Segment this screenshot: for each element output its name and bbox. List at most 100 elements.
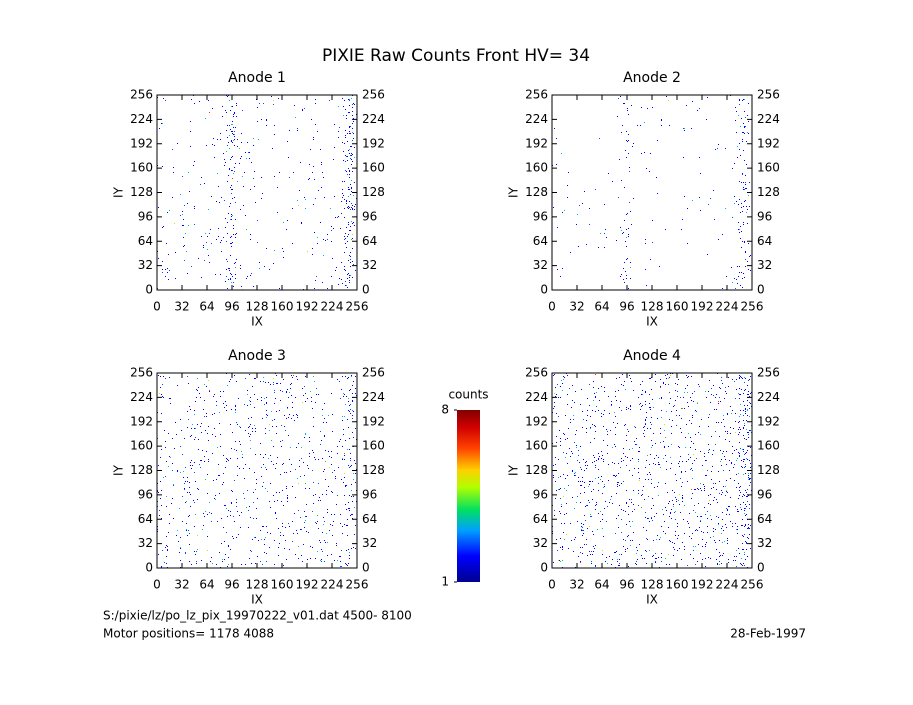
y-tick-label: 32 bbox=[533, 258, 548, 272]
count-texture bbox=[564, 210, 622, 234]
x-tick-label: 224 bbox=[716, 578, 739, 592]
count-texture bbox=[157, 373, 357, 568]
y2-tick-label: 256 bbox=[362, 88, 385, 102]
y2-tick-label: 32 bbox=[362, 536, 377, 550]
y2-tick-label: 0 bbox=[757, 283, 765, 297]
x-tick-label: 0 bbox=[153, 300, 161, 314]
y-axis-label: IY bbox=[112, 464, 126, 476]
y-tick-label: 96 bbox=[533, 487, 548, 501]
y-tick-label: 256 bbox=[525, 88, 548, 102]
y-tick-label: 32 bbox=[138, 536, 153, 550]
x-axis-label: IX bbox=[646, 315, 658, 329]
y2-tick-label: 192 bbox=[362, 414, 385, 428]
y-tick-label: 96 bbox=[533, 209, 548, 223]
x-tick-label: 256 bbox=[346, 578, 369, 592]
y-tick-label: 256 bbox=[130, 88, 153, 102]
x-tick-label: 160 bbox=[666, 300, 689, 314]
y2-tick-label: 224 bbox=[757, 390, 780, 404]
colorbar-label: counts bbox=[448, 388, 488, 402]
count-texture bbox=[561, 99, 749, 283]
y-tick-label: 224 bbox=[130, 390, 153, 404]
count-texture bbox=[159, 378, 345, 551]
x-tick-label: 32 bbox=[174, 300, 189, 314]
x-tick-label: 64 bbox=[199, 578, 214, 592]
x-tick-label: 96 bbox=[619, 578, 634, 592]
x-tick-label: 32 bbox=[569, 300, 584, 314]
x-tick-label: 128 bbox=[246, 300, 269, 314]
y-tick-label: 224 bbox=[525, 390, 548, 404]
plot-frame bbox=[156, 372, 358, 569]
y2-tick-label: 192 bbox=[757, 136, 780, 150]
y2-tick-label: 64 bbox=[757, 512, 772, 526]
y2-tick-label: 0 bbox=[362, 283, 370, 297]
y2-tick-label: 128 bbox=[362, 185, 385, 199]
y2-tick-label: 256 bbox=[757, 366, 780, 380]
y-tick-label: 64 bbox=[533, 234, 548, 248]
x-tick-label: 192 bbox=[296, 300, 319, 314]
count-texture bbox=[163, 376, 355, 565]
y2-tick-label: 32 bbox=[757, 536, 772, 550]
count-texture bbox=[579, 98, 746, 289]
y-tick-label: 0 bbox=[540, 283, 548, 297]
y2-tick-label: 160 bbox=[362, 161, 385, 175]
y-tick-label: 96 bbox=[138, 487, 153, 501]
y-tick-label: 192 bbox=[130, 136, 153, 150]
x-tick-label: 96 bbox=[224, 578, 239, 592]
y2-tick-label: 160 bbox=[362, 439, 385, 453]
panel-title: Anode 1 bbox=[228, 70, 286, 86]
y-tick-label: 0 bbox=[145, 283, 153, 297]
y-axis-label: IY bbox=[507, 464, 521, 476]
y-tick-label: 192 bbox=[130, 414, 153, 428]
y-tick-label: 64 bbox=[138, 234, 153, 248]
y2-tick-label: 160 bbox=[757, 439, 780, 453]
x-tick-label: 192 bbox=[691, 300, 714, 314]
y-axis-label: IY bbox=[112, 186, 126, 198]
count-texture bbox=[180, 98, 355, 283]
count-texture bbox=[209, 375, 345, 454]
x-tick-label: 256 bbox=[346, 300, 369, 314]
count-texture bbox=[554, 375, 746, 561]
y-tick-label: 224 bbox=[130, 112, 153, 126]
y2-tick-label: 64 bbox=[362, 234, 377, 248]
x-tick-label: 256 bbox=[741, 300, 764, 314]
y2-tick-label: 0 bbox=[362, 561, 370, 575]
y-tick-label: 128 bbox=[525, 185, 548, 199]
x-tick-label: 96 bbox=[619, 300, 634, 314]
x-tick-label: 64 bbox=[199, 300, 214, 314]
count-texture bbox=[580, 374, 719, 563]
x-axis-label: IX bbox=[646, 593, 658, 607]
y2-tick-label: 128 bbox=[362, 463, 385, 477]
y-tick-label: 64 bbox=[138, 512, 153, 526]
x-tick-label: 224 bbox=[321, 300, 344, 314]
y-tick-label: 160 bbox=[130, 439, 153, 453]
count-texture bbox=[157, 95, 357, 290]
y2-tick-label: 96 bbox=[757, 209, 772, 223]
plot-frame bbox=[551, 94, 753, 291]
x-tick-label: 160 bbox=[271, 578, 294, 592]
y2-tick-label: 256 bbox=[757, 88, 780, 102]
y2-tick-label: 128 bbox=[757, 185, 780, 199]
x-tick-label: 128 bbox=[641, 300, 664, 314]
colorbar-tick-label: 8 bbox=[441, 403, 449, 417]
y-axis-label: IY bbox=[507, 186, 521, 198]
y-tick-label: 256 bbox=[525, 366, 548, 380]
x-tick-label: 0 bbox=[153, 578, 161, 592]
colorbar-tick-label: 1 bbox=[441, 575, 449, 589]
x-tick-label: 224 bbox=[716, 300, 739, 314]
x-tick-label: 32 bbox=[569, 578, 584, 592]
x-tick-label: 192 bbox=[296, 578, 319, 592]
x-tick-label: 96 bbox=[224, 300, 239, 314]
x-tick-label: 32 bbox=[174, 578, 189, 592]
x-tick-label: 160 bbox=[666, 578, 689, 592]
panel-title: Anode 4 bbox=[623, 348, 681, 364]
count-texture bbox=[174, 100, 353, 290]
y-tick-label: 160 bbox=[525, 161, 548, 175]
x-axis-label: IX bbox=[251, 593, 263, 607]
x-axis-label: IX bbox=[251, 315, 263, 329]
y-tick-label: 192 bbox=[525, 136, 548, 150]
y2-tick-label: 128 bbox=[757, 463, 780, 477]
